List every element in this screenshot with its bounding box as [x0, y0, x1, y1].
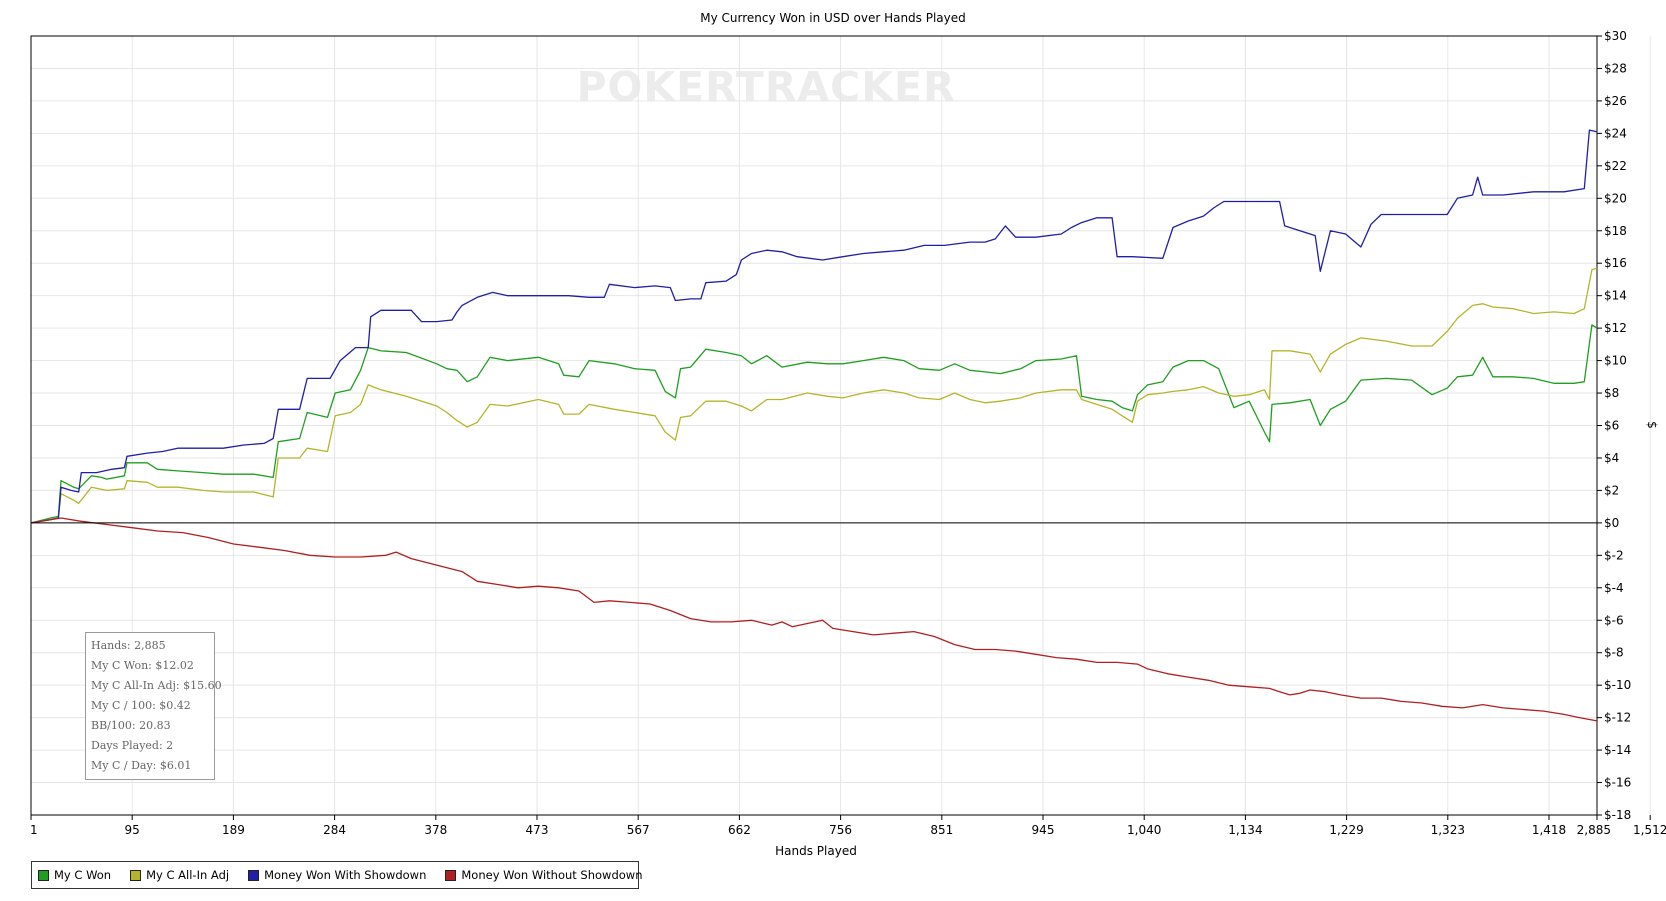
legend-item-without-showdown[interactable]: Money Won Without Showdown	[445, 868, 643, 882]
y-tick-label: $-16	[1604, 776, 1631, 790]
legend: My C Won My C All-In Adj Money Won With …	[31, 861, 643, 889]
y-tick-label: $-8	[1604, 646, 1624, 660]
y-tick-label: $20	[1604, 191, 1627, 205]
series-line-my-c-all-in-adj	[30, 267, 1598, 524]
stat-per-day: My C / Day: $6.01	[91, 759, 192, 772]
x-tick-label: 1,229	[1329, 823, 1363, 837]
series-line-my-c-won	[30, 324, 1598, 524]
legend-item-with-showdown[interactable]: Money Won With Showdown	[248, 868, 426, 882]
y-tick-label: $4	[1604, 451, 1619, 465]
x-tick-label: 567	[627, 823, 650, 837]
x-tick-label: 756	[829, 823, 852, 837]
y-tick-label: $-4	[1604, 581, 1624, 595]
legend-label: Money Won Without Showdown	[461, 868, 643, 882]
stat-hands: Hands: 2,885	[91, 639, 166, 652]
legend-swatch	[445, 869, 457, 881]
legend-swatch	[248, 869, 260, 881]
y-tick-label: $-18	[1604, 808, 1631, 822]
chart-title: My Currency Won in USD over Hands Played	[700, 11, 966, 25]
x-axis-ticks: 1 95 189 284 378 473 567 662 756 851 945 1,040 1,134…	[30, 815, 1666, 837]
x-tick-label: 473	[526, 823, 549, 837]
stat-per-100: My C / 100: $0.42	[91, 699, 191, 712]
legend-label: My C All-In Adj	[146, 868, 230, 882]
y-tick-label: $18	[1604, 224, 1627, 238]
stat-days-played: Days Played: 2	[91, 739, 174, 752]
legend-item-my-c-won[interactable]: My C Won	[38, 868, 111, 882]
y-tick-label: $8	[1604, 386, 1619, 400]
x-tick-label: 284	[323, 823, 346, 837]
y-tick-label: $-6	[1604, 613, 1624, 627]
legend-label: Money Won With Showdown	[264, 868, 427, 882]
y-axis-label: $	[1645, 421, 1659, 429]
y-tick-label: $24	[1604, 126, 1627, 140]
x-tick-label: 1,512	[1633, 823, 1666, 837]
y-tick-label: $0	[1604, 516, 1619, 530]
y-tick-label: $-2	[1604, 548, 1624, 562]
x-tick-label: 378	[424, 823, 447, 837]
y-tick-label: $6	[1604, 419, 1619, 433]
stat-allin-adj: My C All-In Adj: $15.60	[91, 679, 222, 692]
series-line-money-won-without-showdown	[30, 517, 1598, 722]
legend-item-all-in-adj[interactable]: My C All-In Adj	[130, 868, 229, 882]
y-tick-label: $30	[1604, 29, 1627, 43]
series-lines	[30, 129, 1598, 722]
x-tick-label: 1,418	[1532, 823, 1566, 837]
stat-won: My C Won: $12.02	[91, 659, 194, 672]
y-tick-label: $26	[1604, 94, 1627, 108]
gridlines	[31, 35, 1651, 816]
x-tick-label: 1	[30, 823, 38, 837]
legend-label: My C Won	[54, 868, 112, 882]
y-tick-label: $14	[1604, 289, 1627, 303]
y-tick-label: $16	[1604, 256, 1627, 270]
x-tick-label: 851	[930, 823, 953, 837]
x-axis-label: Hands Played	[775, 844, 857, 858]
y-tick-label: $10	[1604, 354, 1627, 368]
x-tick-label: 945	[1032, 823, 1055, 837]
series-line-money-won-with-showdown	[30, 129, 1598, 524]
y-tick-label: $12	[1604, 321, 1627, 335]
x-tick-label: 1,323	[1431, 823, 1465, 837]
stats-box: Hands: 2,885 My C Won: $12.02 My C All-I…	[85, 632, 222, 780]
y-tick-label: $2	[1604, 483, 1619, 497]
y-tick-label: $-14	[1604, 743, 1631, 757]
x-tick-label: 662	[728, 823, 751, 837]
x-tick-label: 189	[222, 823, 245, 837]
x-tick-label: 95	[125, 823, 140, 837]
y-tick-label: $-12	[1604, 711, 1631, 725]
x-tick-label: 1,040	[1127, 823, 1161, 837]
watermark: POKERTRACKER	[576, 63, 955, 111]
x-tick-label: 1,134	[1228, 823, 1262, 837]
stat-bb-100: BB/100: 20.83	[91, 719, 171, 732]
y-tick-label: $-10	[1604, 678, 1631, 692]
y-axis-ticks: $30 $28 $26 $24 $22 $20 $18 $16 $14 $12 $10 $8 $6 $4 $…	[1597, 29, 1631, 822]
legend-swatch	[130, 869, 142, 881]
x-tick-label: 2,885	[1577, 823, 1611, 837]
y-tick-label: $22	[1604, 159, 1627, 173]
legend-swatch	[38, 869, 49, 881]
y-tick-label: $28	[1604, 61, 1627, 75]
